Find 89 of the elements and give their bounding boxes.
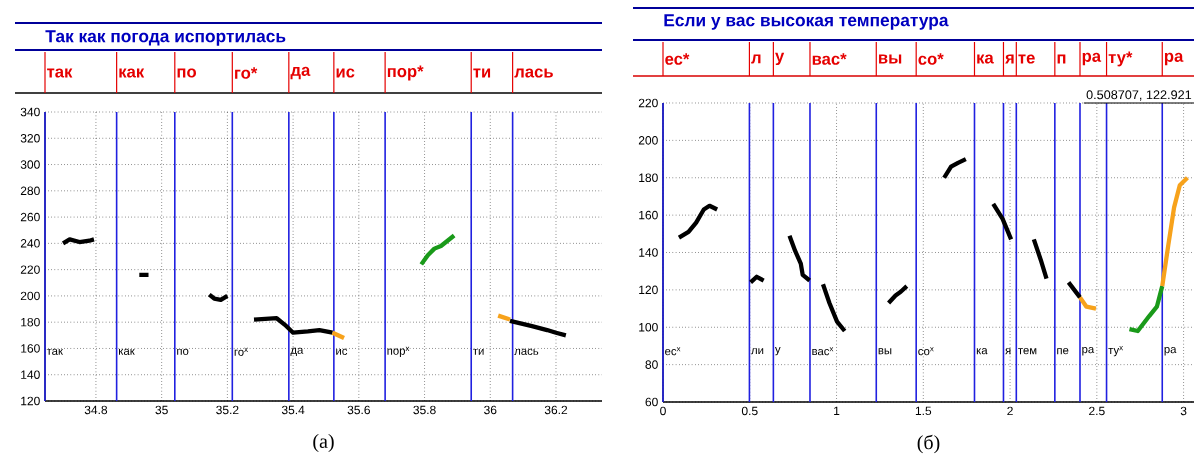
line-series bbox=[507, 318, 568, 338]
text: у bbox=[775, 52, 785, 66]
ref-line-label: так bbox=[46, 348, 63, 355]
line-series bbox=[1160, 175, 1190, 289]
y-tick-label: 140 bbox=[639, 248, 658, 257]
ref-line-label: у bbox=[774, 347, 781, 356]
x-tick-label: 36 bbox=[484, 405, 497, 415]
x-tick-label: 3 bbox=[1180, 406, 1187, 416]
x-tick-label: 0 bbox=[660, 406, 666, 416]
x-tick-label: 35.6 bbox=[347, 405, 370, 415]
chart-title: Так как погода испортилась bbox=[45, 30, 286, 46]
x-tick-label: 2.5 bbox=[1089, 406, 1105, 416]
ref-line-label: ли bbox=[751, 348, 764, 355]
text: как bbox=[119, 68, 145, 78]
text: так bbox=[47, 68, 73, 78]
text: ра bbox=[1164, 52, 1184, 66]
ref-line-label: ти bbox=[473, 348, 484, 355]
text: (б) bbox=[917, 434, 940, 454]
text: ра bbox=[1082, 52, 1102, 66]
text: п bbox=[1057, 54, 1066, 64]
text: да bbox=[290, 66, 311, 80]
x-tick-label: 35.8 bbox=[413, 405, 436, 415]
y-tick-label: 160 bbox=[21, 344, 40, 353]
ref-line-label: пе bbox=[1057, 348, 1069, 355]
text: те bbox=[1018, 54, 1035, 64]
ref-line-label: ра bbox=[1164, 346, 1177, 356]
text: ис bbox=[336, 68, 355, 78]
text: пор* bbox=[387, 65, 424, 81]
x-tick-label: 2 bbox=[1007, 406, 1013, 416]
ref-line-label: ис bbox=[336, 348, 348, 355]
y-tick-label: 320 bbox=[20, 134, 40, 143]
y-tick-label: 160 bbox=[639, 210, 658, 220]
text: ти bbox=[473, 68, 491, 78]
ref-line-label: вас$^{x}$ bbox=[812, 347, 834, 356]
y-tick-label: 300 bbox=[20, 160, 40, 169]
y-tick-label: 220 bbox=[20, 265, 40, 274]
ref-line-label: ка bbox=[976, 348, 988, 355]
y-tick-label: 80 bbox=[645, 360, 658, 369]
line-series bbox=[251, 316, 335, 335]
y-tick-label: 180 bbox=[21, 317, 40, 327]
ref-line-label: вы bbox=[878, 348, 892, 355]
ref-line-label: го$^{x}$ bbox=[234, 347, 248, 356]
ref-line-label: пор$^{x}$ bbox=[387, 346, 410, 358]
text: вы bbox=[879, 54, 902, 64]
x-tick-label: 35 bbox=[155, 405, 168, 415]
text: л bbox=[751, 54, 761, 64]
text: по bbox=[177, 68, 197, 78]
x-tick-label: 35.4 bbox=[281, 405, 305, 415]
y-tick-label: 200 bbox=[638, 136, 658, 145]
x-tick-label: 35.2 bbox=[216, 405, 239, 415]
text: я bbox=[1005, 54, 1014, 64]
ref-line-label: я bbox=[1005, 348, 1011, 355]
ref-line-label: да bbox=[290, 347, 304, 357]
y-tick-label: 140 bbox=[21, 370, 40, 379]
ref-line-label: как bbox=[119, 348, 135, 355]
y-tick-label: 340 bbox=[20, 107, 40, 117]
text: со* bbox=[918, 53, 944, 65]
y-tick-label: 120 bbox=[21, 396, 40, 406]
text: лась bbox=[514, 68, 553, 78]
y-tick-label: 280 bbox=[20, 186, 40, 196]
y-tick-label: 220 bbox=[638, 98, 658, 108]
x-tick-label: 0.5 bbox=[741, 406, 758, 416]
ref-line-label: по bbox=[177, 348, 189, 355]
ref-line-label: лась bbox=[514, 348, 539, 355]
text: го* bbox=[235, 67, 258, 79]
text: 0.508707, 122.921 bbox=[1086, 90, 1192, 101]
chart-title: Если у вас высокая температура bbox=[664, 14, 949, 30]
x-tick-label: 1 bbox=[834, 406, 840, 415]
text: (а) bbox=[313, 433, 334, 453]
ref-line-label: тем bbox=[1018, 348, 1037, 355]
x-tick-label: 1.5 bbox=[915, 406, 932, 416]
text: ка bbox=[977, 54, 994, 64]
ref-line-label: ес$^{x}$ bbox=[665, 347, 681, 356]
x-tick-label: 34.8 bbox=[84, 405, 108, 415]
y-tick-label: 180 bbox=[639, 173, 658, 183]
ref-line-label: ра bbox=[1082, 346, 1095, 356]
x-tick-label: 36.2 bbox=[544, 405, 568, 415]
text: ту* bbox=[1108, 51, 1133, 67]
ref-line-label: ту$^{x}$ bbox=[1108, 346, 1123, 357]
y-tick-label: 120 bbox=[639, 285, 658, 295]
text: вас* bbox=[812, 53, 847, 65]
y-tick-label: 240 bbox=[20, 239, 40, 248]
text: ес* bbox=[665, 53, 690, 65]
ref-line-label: со$^{x}$ bbox=[918, 347, 934, 356]
y-tick-label: 60 bbox=[645, 397, 658, 407]
y-tick-label: 200 bbox=[20, 291, 40, 301]
y-tick-label: 260 bbox=[20, 212, 40, 222]
line-series bbox=[1127, 284, 1165, 334]
y-tick-label: 100 bbox=[639, 323, 658, 332]
